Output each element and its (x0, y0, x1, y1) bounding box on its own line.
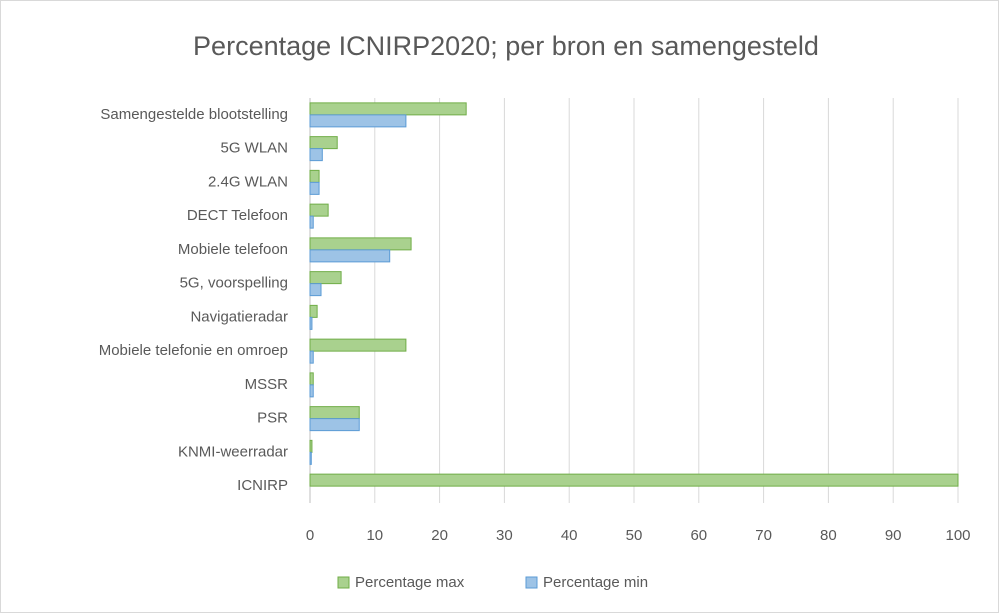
y-tick-label: Navigatieradar (190, 308, 288, 325)
y-tick-label: DECT Telefoon (187, 207, 288, 224)
bar (309, 181, 320, 195)
bar (309, 271, 342, 285)
bar (309, 418, 360, 432)
bar (309, 316, 313, 330)
bar (309, 249, 391, 263)
y-tick-label: KNMI-weerradar (178, 443, 288, 460)
chart-title: Percentage ICNIRP2020; per bron en samen… (193, 31, 819, 61)
legend-label: Percentage max (355, 574, 465, 591)
x-tick-label: 10 (366, 527, 383, 544)
y-tick-label: ICNIRP (237, 477, 288, 494)
x-tick-label: 60 (690, 527, 707, 544)
y-tick-label: 2.4G WLAN (208, 173, 288, 190)
x-tick-label: 30 (496, 527, 513, 544)
legend-label: Percentage min (543, 574, 648, 591)
legend-swatch (337, 576, 350, 589)
bar (309, 203, 329, 217)
x-tick-label: 50 (626, 527, 643, 544)
bar (309, 384, 314, 398)
bar (309, 439, 313, 453)
bar (309, 406, 360, 420)
legend-swatch (525, 576, 538, 589)
x-tick-label: 0 (306, 527, 314, 544)
bar (309, 338, 407, 352)
bar (309, 473, 959, 487)
bar (309, 136, 338, 150)
bar (309, 372, 314, 386)
bar (309, 148, 323, 162)
y-tick-label: 5G WLAN (220, 140, 288, 157)
y-tick-label: Mobiele telefonie en omroep (99, 342, 288, 359)
bar (309, 215, 314, 229)
x-tick-label: 80 (820, 527, 837, 544)
x-tick-label: 100 (945, 527, 970, 544)
y-tick-label: Mobiele telefoon (178, 241, 288, 258)
y-tick-label: PSR (257, 410, 288, 427)
bar (309, 114, 407, 128)
x-tick-label: 90 (885, 527, 902, 544)
y-tick-label: MSSR (245, 376, 289, 393)
x-tick-label: 40 (561, 527, 578, 544)
y-tick-label: 5G, voorspelling (180, 275, 288, 292)
bar (309, 283, 322, 297)
x-tick-label: 70 (755, 527, 772, 544)
bar (309, 237, 412, 251)
x-tick-label: 20 (431, 527, 448, 544)
y-tick-label: Samengestelde blootstelling (100, 106, 288, 123)
bar (309, 169, 320, 183)
bar (309, 451, 312, 465)
bar (309, 304, 318, 318)
bar (309, 102, 467, 116)
bar (309, 350, 314, 364)
